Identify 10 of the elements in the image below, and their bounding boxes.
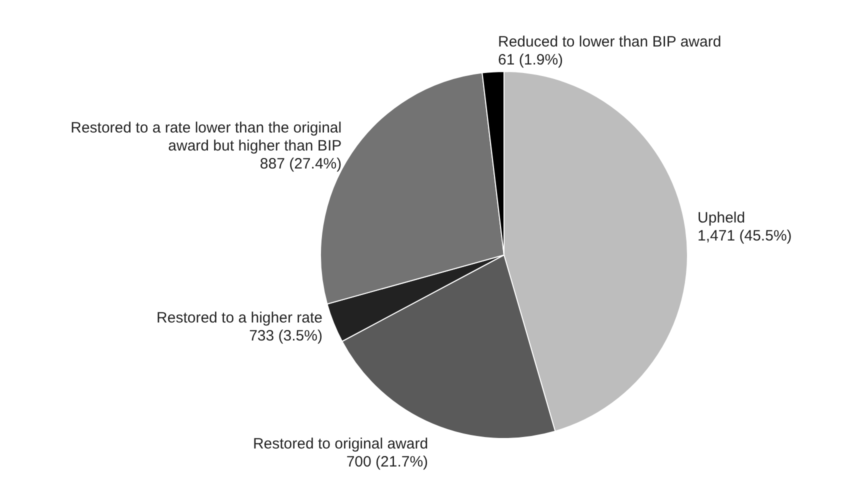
data-label: 733 (3.5%)	[249, 328, 322, 345]
data-label: 700 (21.7%)	[346, 453, 428, 470]
data-label: 61 (1.9%)	[498, 52, 564, 69]
slice-label: Restored to original award	[252, 435, 428, 452]
slice-label: Reduced to lower than BIP award	[498, 34, 722, 51]
data-label: 1,471 (45.5%)	[698, 228, 792, 245]
data-label: 887 (27.4%)	[260, 155, 342, 172]
slice-label: Restored to a higher rate	[156, 310, 322, 327]
slice-label: Upheld	[698, 210, 746, 227]
slice-label: Restored to a rate lower than the original award but higher than BIP	[70, 119, 342, 154]
